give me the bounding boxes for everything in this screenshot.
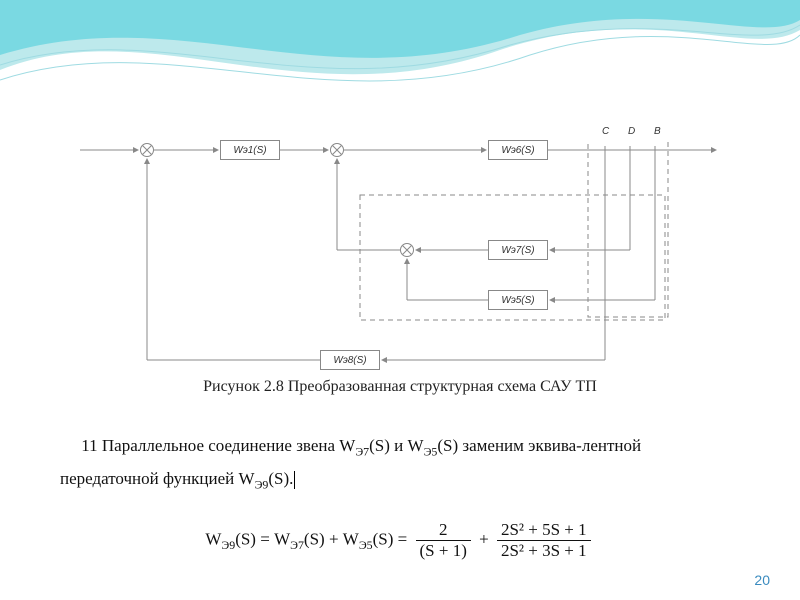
eq-lhs-arg: (S) (235, 529, 256, 548)
eq-plus1: + (329, 529, 343, 548)
eq-t2-w: W (343, 529, 359, 548)
para-w3-sub: Э9 (255, 477, 269, 491)
eq-frac1-num: 2 (416, 520, 471, 541)
summing-junction-2 (330, 143, 344, 157)
block-we6: Wэ6(S) (488, 140, 548, 160)
block-we8: Wэ8(S) (320, 350, 380, 370)
eq-t2-sub: Э5 (359, 538, 373, 552)
para-w3-arg: (S). (268, 469, 293, 488)
para-w1-sub: Э7 (355, 444, 369, 458)
block-we7: Wэ7(S) (488, 240, 548, 260)
para-w2-arg: (S) (437, 436, 458, 455)
eq-t2-arg: (S) (373, 529, 394, 548)
block-diagram: Wэ1(S) Wэ6(S) Wэ7(S) Wэ5(S) Wэ8(S) C D B (80, 140, 720, 370)
text-cursor-icon (294, 471, 295, 490)
figure-caption: Рисунок 2.8 Преобразованная структурная … (0, 378, 800, 396)
eq-frac2-den: 2S² + 3S + 1 (497, 541, 591, 561)
eq-frac1-den: (S + 1) (416, 541, 471, 561)
para-prefix: 11 Параллельное соединение звена (81, 436, 339, 455)
point-label-b: B (654, 126, 661, 137)
block-we1: Wэ1(S) (220, 140, 280, 160)
wave-background (0, 0, 800, 110)
eq-eq2: = (398, 529, 412, 548)
eq-eq1: = (260, 529, 274, 548)
para-w1-arg: (S) (369, 436, 390, 455)
para-w2: W (408, 436, 424, 455)
eq-frac2: 2S² + 5S + 1 2S² + 3S + 1 (497, 520, 591, 561)
page-number: 20 (754, 572, 770, 588)
equation: WЭ9(S) = WЭ7(S) + WЭ5(S) = 2 (S + 1) + 2… (0, 520, 800, 561)
eq-t1-w: W (274, 529, 290, 548)
body-paragraph: 11 Параллельное соединение звена WЭ7(S) … (60, 430, 740, 496)
point-label-d: D (628, 126, 635, 137)
summing-junction-3 (400, 243, 414, 257)
eq-frac1: 2 (S + 1) (416, 520, 471, 561)
para-w2-sub: Э5 (424, 444, 438, 458)
diagram-lines (80, 140, 720, 375)
eq-t1-arg: (S) (304, 529, 325, 548)
para-w3: W (239, 469, 255, 488)
eq-lhs-sub: Э9 (221, 538, 235, 552)
point-label-c: C (602, 126, 609, 137)
eq-t1-sub: Э7 (290, 538, 304, 552)
summing-junction-1 (140, 143, 154, 157)
eq-frac2-num: 2S² + 5S + 1 (497, 520, 591, 541)
para-join: и (394, 436, 407, 455)
eq-lhs-w: W (205, 529, 221, 548)
para-w1: W (339, 436, 355, 455)
eq-plus2: + (479, 529, 493, 548)
block-we5: Wэ5(S) (488, 290, 548, 310)
